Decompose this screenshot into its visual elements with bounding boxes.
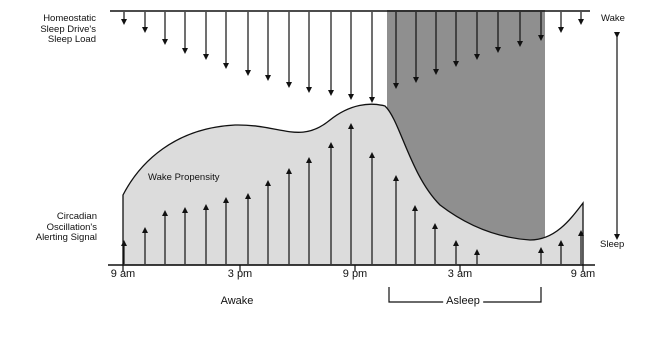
time-tick-label: 3 pm bbox=[227, 268, 253, 280]
wake-propensity-label: Wake Propensity bbox=[148, 172, 220, 183]
time-tick-label: 9 pm bbox=[342, 268, 368, 280]
circadian-label: Circadian Oscillation's Alerting Signal bbox=[35, 211, 97, 243]
time-tick-label: 9 am bbox=[570, 268, 596, 280]
time-axis-ticks bbox=[122, 265, 584, 271]
asleep-label: Asleep bbox=[443, 295, 483, 307]
sleep-load-arrows bbox=[121, 12, 584, 103]
awake-label: Awake bbox=[220, 295, 254, 307]
wake-label: Wake bbox=[601, 13, 625, 24]
time-tick-label: 9 am bbox=[110, 268, 136, 280]
sleep-label: Sleep bbox=[600, 239, 625, 250]
wake-propensity-curve bbox=[122, 103, 584, 266]
homeostatic-label: Homeostatic Sleep Drive's Sleep Load bbox=[40, 13, 96, 45]
time-tick-label: 3 am bbox=[447, 268, 473, 280]
alerting-signal-arrows bbox=[121, 123, 584, 264]
